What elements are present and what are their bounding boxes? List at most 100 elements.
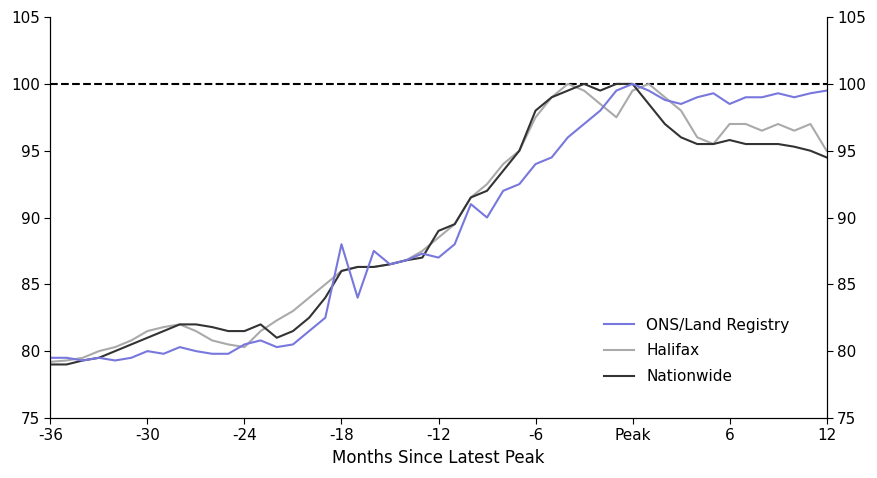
Halifax	[385, 261, 396, 267]
ONS/Land Registry	[45, 355, 55, 361]
Halifax	[77, 355, 88, 361]
ONS/Land Registry	[449, 241, 460, 247]
Halifax	[126, 337, 137, 343]
Nationwide	[805, 148, 816, 153]
Nationwide	[417, 255, 428, 261]
Nationwide	[77, 358, 88, 363]
ONS/Land Registry	[692, 94, 702, 100]
Nationwide	[94, 355, 104, 361]
Nationwide	[207, 324, 217, 330]
ONS/Land Registry	[303, 328, 314, 334]
Halifax	[644, 81, 654, 87]
Halifax	[449, 221, 460, 227]
Halifax	[94, 348, 104, 354]
ONS/Land Registry	[336, 241, 346, 247]
ONS/Land Registry	[272, 344, 282, 350]
Line: Nationwide: Nationwide	[50, 84, 827, 365]
Nationwide	[579, 81, 589, 87]
ONS/Land Registry	[175, 344, 185, 350]
Nationwide	[724, 137, 735, 143]
Halifax	[724, 121, 735, 127]
Halifax	[401, 257, 411, 263]
Nationwide	[288, 328, 298, 334]
Nationwide	[627, 81, 638, 87]
Halifax	[159, 324, 169, 330]
Nationwide	[498, 168, 509, 174]
Nationwide	[789, 144, 800, 150]
Halifax	[239, 344, 250, 350]
Nationwide	[255, 322, 266, 327]
Nationwide	[159, 328, 169, 334]
Nationwide	[531, 108, 541, 113]
Halifax	[466, 195, 476, 200]
ONS/Land Registry	[822, 88, 832, 94]
Halifax	[531, 114, 541, 120]
Nationwide	[676, 134, 687, 140]
Halifax	[207, 337, 217, 343]
ONS/Land Registry	[320, 315, 331, 321]
Halifax	[805, 121, 816, 127]
Nationwide	[272, 335, 282, 341]
Nationwide	[692, 141, 702, 147]
Nationwide	[353, 264, 363, 270]
Nationwide	[514, 148, 524, 153]
Legend: ONS/Land Registry, Halifax, Nationwide: ONS/Land Registry, Halifax, Nationwide	[597, 312, 795, 390]
ONS/Land Registry	[789, 94, 800, 100]
Line: ONS/Land Registry: ONS/Land Registry	[50, 84, 827, 360]
Halifax	[611, 114, 622, 120]
Nationwide	[303, 315, 314, 321]
Halifax	[546, 94, 557, 100]
Halifax	[320, 282, 331, 287]
ONS/Land Registry	[805, 90, 816, 96]
Halifax	[175, 322, 185, 327]
Halifax	[417, 248, 428, 254]
ONS/Land Registry	[481, 215, 492, 220]
Halifax	[773, 121, 783, 127]
X-axis label: Months Since Latest Peak: Months Since Latest Peak	[332, 449, 545, 467]
ONS/Land Registry	[288, 342, 298, 348]
Halifax	[676, 108, 687, 113]
ONS/Land Registry	[740, 94, 751, 100]
Halifax	[740, 121, 751, 127]
Halifax	[272, 317, 282, 323]
Nationwide	[481, 188, 492, 194]
Nationwide	[660, 121, 670, 127]
Halifax	[110, 344, 120, 350]
Nationwide	[385, 261, 396, 267]
Halifax	[595, 101, 605, 107]
Nationwide	[757, 141, 767, 147]
Halifax	[368, 264, 379, 270]
Line: Halifax: Halifax	[50, 84, 827, 362]
ONS/Land Registry	[595, 108, 605, 113]
ONS/Land Registry	[368, 248, 379, 254]
Halifax	[223, 342, 233, 348]
Halifax	[255, 328, 266, 334]
Halifax	[498, 161, 509, 167]
Halifax	[563, 81, 574, 87]
ONS/Land Registry	[466, 201, 476, 207]
ONS/Land Registry	[660, 97, 670, 103]
ONS/Land Registry	[676, 101, 687, 107]
Halifax	[692, 134, 702, 140]
Nationwide	[223, 328, 233, 334]
ONS/Land Registry	[77, 358, 88, 363]
ONS/Land Registry	[579, 121, 589, 127]
Halifax	[514, 148, 524, 153]
Halifax	[190, 328, 201, 334]
Nationwide	[320, 295, 331, 301]
ONS/Land Registry	[627, 81, 638, 87]
Nationwide	[595, 88, 605, 94]
Halifax	[822, 148, 832, 153]
ONS/Land Registry	[401, 257, 411, 263]
ONS/Land Registry	[110, 358, 120, 363]
ONS/Land Registry	[757, 94, 767, 100]
Halifax	[433, 235, 444, 240]
ONS/Land Registry	[142, 348, 153, 354]
Nationwide	[546, 94, 557, 100]
ONS/Land Registry	[644, 88, 654, 94]
Nationwide	[336, 268, 346, 274]
Nationwide	[740, 141, 751, 147]
Halifax	[789, 128, 800, 133]
Halifax	[579, 88, 589, 94]
ONS/Land Registry	[531, 161, 541, 167]
